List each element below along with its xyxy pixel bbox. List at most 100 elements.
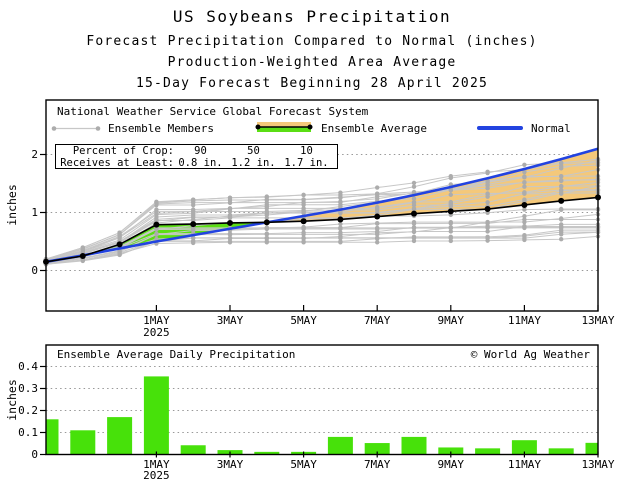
ensemble-member-dot	[522, 217, 527, 222]
ensemble-member-dot	[264, 194, 269, 199]
ensemble-average-legend-swatch	[255, 122, 313, 132]
top-chart-frame	[45, 99, 599, 312]
x-tick-label: 1MAY	[143, 314, 170, 327]
percent-of-crop-label: Percent of Crop:	[72, 145, 174, 157]
ensemble-member-dot	[411, 184, 417, 189]
ensemble-member-dot	[485, 200, 490, 205]
x-tick-label: 7MAY	[363, 457, 391, 471]
bottom-chart-title: Ensemble Average Daily Precipitation	[57, 348, 296, 361]
x-tick-label: 9MAY	[437, 314, 465, 327]
crop-box-row-amount: Receives at Least: 0.8 in. 1.2 in. 1.7 i…	[56, 156, 337, 170]
ensemble-member-dot	[522, 214, 527, 219]
ensemble-member-dot	[117, 230, 122, 235]
receives-at-least-label: Receives at Least:	[60, 156, 174, 169]
ensemble-member-dot	[264, 225, 269, 230]
ensemble-member-dot	[154, 218, 159, 223]
ensemble-member-dot	[264, 215, 269, 221]
subtitle-comparison: Forecast Precipitation Compared to Norma…	[86, 34, 538, 49]
ensemble-average-dot	[153, 221, 160, 228]
ensemble-member-dot	[301, 240, 306, 245]
ensemble-member-dot	[559, 177, 564, 183]
daily-precip-bar	[511, 440, 537, 455]
page-title: US Soybeans Precipitation	[172, 7, 452, 26]
ensemble-member-dot	[191, 240, 196, 246]
ensemble-member-dot	[448, 173, 453, 179]
daily-precip-bar	[46, 419, 59, 455]
ensemble-member-dot	[301, 225, 306, 230]
ensemble-member-dot	[338, 225, 343, 230]
ensemble-member-dot	[522, 179, 527, 185]
ensemble-member-dot	[227, 200, 233, 206]
normal-line	[45, 147, 599, 264]
x-tick-label: 13MAY	[581, 314, 615, 327]
ensemble-member-dot	[154, 227, 159, 232]
percent-of-crop-box: Percent of Crop: 90 50 10 Receives at Le…	[55, 144, 338, 169]
ensemble-member-dot	[264, 209, 269, 214]
ensemble-average-dot	[558, 197, 565, 204]
x-tick-year-label: 2025	[143, 325, 170, 339]
percent-value: 10	[300, 145, 313, 157]
ensemble-member-dot	[485, 229, 490, 234]
crop-box-row-percent: Percent of Crop: 90 50 10	[56, 145, 337, 158]
ensemble-member-dot	[448, 229, 453, 234]
daily-precip-bar	[475, 448, 501, 455]
x-tick-label: 7MAY	[363, 314, 391, 327]
ensemble-member-dot	[522, 174, 527, 180]
x-tick-label: 5MAY	[290, 314, 317, 327]
ensemble-member-dot	[485, 235, 490, 240]
ensemble-member-dot	[559, 183, 564, 189]
y-tick-label: 0.3	[18, 382, 38, 395]
y-tick-label: 0	[31, 264, 38, 277]
ensemble-member-dot	[411, 180, 417, 186]
ensemble-member-dot	[448, 221, 453, 226]
x-tick-label: 3MAY	[216, 314, 244, 327]
ensemble-member-dot	[154, 231, 159, 236]
x-tick-year-label: 2025	[143, 468, 170, 479]
ensemble-average-dot	[411, 210, 417, 217]
x-tick-label: 3MAY	[216, 457, 244, 471]
ensemble-member-dot	[411, 206, 417, 211]
ensemble-member-dot	[411, 196, 417, 201]
ensemble-member-dot	[301, 192, 306, 198]
ensemble-member-dot	[338, 192, 343, 198]
ensemble-member-dot	[338, 221, 343, 227]
ensemble-member-dot	[559, 161, 564, 166]
ensemble-member-dot	[375, 229, 380, 234]
top-chart-y-axis-unit: inches	[5, 184, 19, 226]
y-tick-label: 0.2	[18, 404, 38, 417]
daily-precip-bar	[438, 447, 464, 455]
ensemble-average-line	[45, 196, 599, 263]
daily-precip-bar	[327, 436, 353, 455]
ensemble-member-dot	[191, 209, 196, 214]
ensemble-average-dot	[300, 218, 307, 225]
ensemble-member-dot	[411, 203, 417, 208]
ensemble-member-dot	[522, 207, 527, 212]
ensemble-member-dot	[559, 217, 564, 222]
ensemble-member-dot	[559, 206, 564, 212]
ensemble-member-dot	[375, 221, 380, 226]
ensemble-member-dot	[154, 209, 159, 214]
ensemble-average-dot	[484, 206, 491, 213]
ensemble-member-dot	[559, 225, 564, 230]
ensemble-member-dot	[227, 206, 233, 211]
normal-legend-swatch	[477, 126, 523, 130]
percent-value: 90	[194, 145, 207, 157]
ensemble-member-dot	[227, 231, 233, 236]
amount-value: 0.8 in.	[178, 156, 223, 169]
ensemble-member-dot	[411, 229, 417, 234]
ensemble-member-dot	[411, 225, 417, 230]
ensemble-average-dot	[116, 241, 123, 248]
daily-precip-bar	[548, 448, 574, 455]
ensemble-member-dot	[485, 186, 490, 191]
ensemble-member-dot	[522, 233, 527, 239]
amount-value: 1.2 in.	[231, 156, 276, 169]
ensemble-member-line	[45, 218, 598, 263]
ensemble-member-dot	[264, 235, 269, 240]
ensemble-member-dot	[227, 235, 233, 240]
ensemble-member-dot	[191, 215, 196, 220]
y-tick-label: 1	[31, 206, 38, 219]
ensemble-member-dot	[522, 191, 527, 196]
ensemble-member-dot	[375, 235, 380, 240]
ensemble-member-dot	[191, 197, 196, 202]
